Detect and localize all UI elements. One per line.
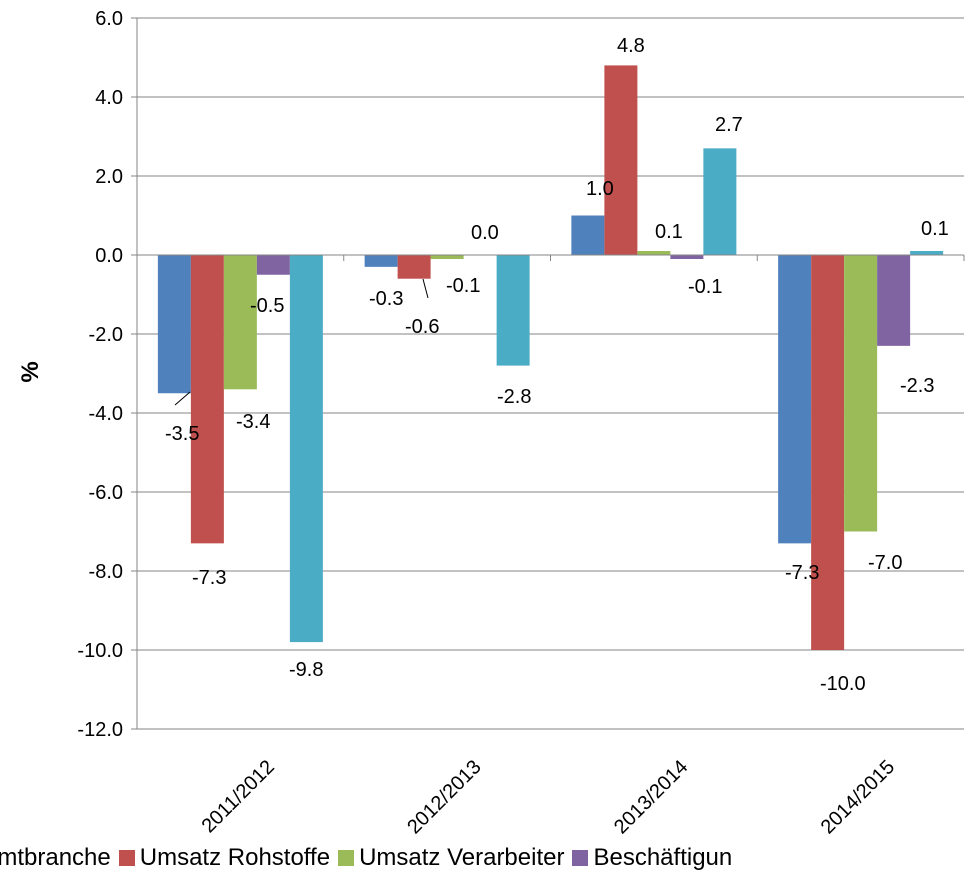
legend-swatch [118,850,135,866]
x-tick-label: 2013/2014 [610,756,692,838]
y-axis-label: % [17,361,44,382]
bar [223,255,257,390]
y-tick-label: -6.0 [89,482,123,504]
data-label: -9.8 [289,659,323,681]
leader-line [422,278,429,299]
data-label: 4.8 [617,35,645,57]
data-label: -3.4 [236,411,270,433]
bar [910,251,944,255]
bar [703,148,737,255]
data-label: -0.3 [369,288,403,310]
data-label: -0.1 [688,276,722,298]
legend-item: Umsatz Rohstoffe [118,844,331,872]
bar [256,255,290,275]
data-label: 1.0 [586,178,614,200]
x-tick-label: 2012/2013 [403,756,485,838]
legend-label: amtbranche [0,844,111,871]
bar [604,65,638,256]
bar [190,255,224,544]
bar [670,255,704,259]
x-tick-label: 2014/2015 [817,756,899,838]
y-tick-label: -10.0 [77,640,123,662]
y-tick-labels: 6.0 4.0 2.0 0.0 -2.0 -4.0 -6.0 -8.0 -10.0 -12.0 [77,8,123,741]
bar [811,255,845,650]
y-tick-label: 4.0 [95,87,123,109]
y-tick-label: -8.0 [89,561,123,583]
y-tick-label: -12.0 [77,719,123,741]
axes [136,18,965,729]
legend-label: Beschäftigun [593,844,733,871]
data-labels: -3.5 -7.3 -3.4 -0.5 -9.8 -0.3-0.6 -0.1 0.0 -2.8 1… [165,35,949,695]
bar [289,255,323,643]
leader-line [174,391,191,406]
bar [364,255,398,267]
bar [397,255,431,279]
x-tick-labels: 2011/2012 2012/2013 2013/2014 2014/2015 [198,756,900,838]
legend-label: Umsatz Rohstoffe [139,844,331,871]
bar [877,255,911,346]
data-label: -10.0 [820,673,866,695]
data-label: -0.5 [250,295,284,317]
y-tick-label: 6.0 [95,8,123,30]
bar [571,215,605,255]
bars [157,65,944,650]
x-tick-label: 2011/2012 [198,756,279,837]
data-label: -7.0 [868,552,902,574]
y-tick-label: -2.0 [89,324,123,346]
data-label: 0.1 [921,218,949,240]
bar [430,255,464,259]
data-label: -2.3 [900,375,934,397]
legend-item: amtbranche [0,844,111,872]
legend-label: Umsatz Verarbeiter [359,844,565,871]
legend-item: Umsatz Verarbeiter [338,844,564,872]
data-label: -2.8 [497,386,531,408]
data-label: 0.1 [655,221,683,243]
data-label: 2.7 [715,114,743,136]
y-tick-label: 0.0 [95,245,123,267]
data-label: -0.6 [405,316,439,338]
legend-item: Beschäftigun [572,844,732,872]
legend-swatch [572,850,589,866]
y-tick-label: 2.0 [95,166,123,188]
bar [157,255,191,394]
data-label: -7.3 [192,567,226,589]
bar [496,255,530,366]
data-label: 0.0 [471,222,499,244]
data-label: -0.1 [446,275,480,297]
data-label: -7.3 [785,562,819,584]
bar [844,255,878,532]
bar [637,251,671,255]
legend-swatch [338,850,355,866]
legend: amtbranche Umsatz Rohstoffe Umsatz Verarbe… [0,844,740,872]
data-label: -3.5 [165,423,199,445]
bar [778,255,812,544]
y-tick-label: -4.0 [89,403,123,425]
